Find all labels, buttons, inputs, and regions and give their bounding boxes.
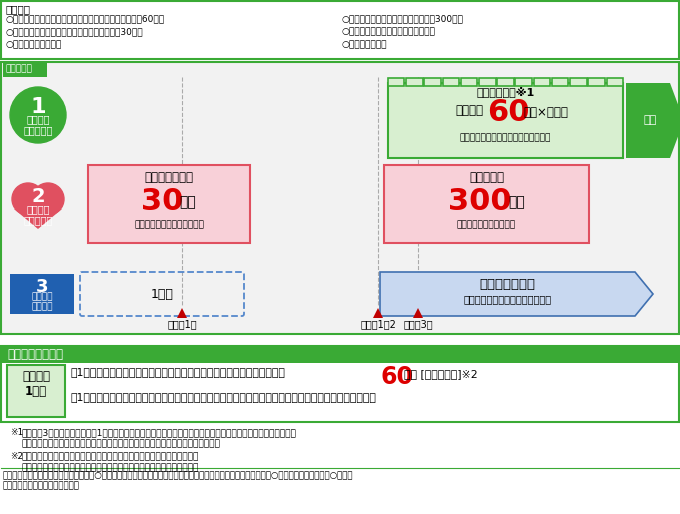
Bar: [1, 1, 679, 59]
Bar: [534, 78, 550, 86]
Bar: [424, 78, 441, 86]
Text: 2: 2: [31, 187, 45, 206]
Text: 1年間: 1年間: [150, 287, 173, 301]
Text: 1: 1: [30, 97, 46, 117]
Text: 第1回の介護終身年金をお支払いした後にお亡くなりになった場合・・・死亡給付金はお支払いしません: 第1回の介護終身年金をお支払いした後にお亡くなりになった場合・・・死亡給付金はお…: [70, 392, 376, 402]
Text: ○介護一時金保障特約：介護一時金額300万円: ○介護一時金保障特約：介護一時金額300万円: [342, 14, 464, 23]
Bar: [497, 78, 513, 86]
Text: 介護終身年金※1: 介護終身年金※1: [477, 86, 534, 97]
Text: 死亡保障
1倍型: 死亡保障 1倍型: [22, 370, 50, 398]
Text: 要介護1～: 要介護1～: [167, 319, 197, 329]
Bar: [88, 165, 250, 243]
Bar: [1, 346, 679, 422]
Polygon shape: [413, 308, 423, 318]
Text: 万円: 万円: [179, 195, 196, 209]
Bar: [588, 78, 605, 86]
Bar: [552, 78, 568, 86]
Text: （介護一時金保障特約）: （介護一時金保障特約）: [457, 220, 516, 229]
Text: ○介護終身年金保障保険（主契約）：介護終身年金年額60万円: ○介護終身年金保障保険（主契約）：介護終身年金年額60万円: [6, 14, 165, 23]
Text: 主契約の死亡保障: 主契約の死亡保障: [7, 348, 63, 361]
Bar: [388, 83, 623, 158]
Bar: [1, 62, 679, 334]
Text: ○軽度介護一時金保障特約：軽度介護一時金額30万円: ○軽度介護一時金保障特約：軽度介護一時金額30万円: [6, 27, 143, 36]
Polygon shape: [177, 308, 187, 318]
Text: 300: 300: [449, 187, 512, 216]
Bar: [461, 78, 477, 86]
Text: 万円×一生涯: 万円×一生涯: [524, 106, 568, 119]
Circle shape: [10, 87, 66, 143]
Bar: [443, 78, 459, 86]
Polygon shape: [380, 272, 653, 316]
Bar: [388, 78, 405, 86]
Text: ご契約例: ご契約例: [6, 4, 31, 14]
Polygon shape: [626, 83, 680, 158]
Bar: [479, 78, 496, 86]
Circle shape: [32, 183, 64, 215]
Text: ○代理請求特約：付加: ○代理請求特約：付加: [6, 40, 63, 49]
Text: （介護終身年金保障保険（主契約））: （介護終身年金保障保険（主契約））: [460, 133, 551, 142]
Text: 保険料払込免除: 保険料払込免除: [479, 278, 536, 291]
Text: 3: 3: [36, 278, 48, 296]
Text: 死亡給付金をお支払いした場合、以後の介護終身年金はお支払いしません: 死亡給付金をお支払いした場合、以後の介護終身年金はお支払いしません: [22, 452, 199, 461]
Text: （軽度介護保険料払込免除特約）: （軽度介護保険料払込免除特約）: [464, 294, 551, 304]
Text: （軽度介護一時金保障特約）: （軽度介護一時金保障特約）: [134, 220, 204, 229]
Text: 30: 30: [141, 187, 184, 216]
Text: ○軽度介護保険料払込免除特約：付加: ○軽度介護保険料払込免除特約：付加: [342, 27, 436, 36]
Text: 第1回の介護終身年金をお支払いする前にお亡くなりになった場合・・・: 第1回の介護終身年金をお支払いする前にお亡くなりになった場合・・・: [70, 367, 285, 377]
Bar: [7, 365, 65, 417]
Text: 注「公的介護保険制度に基づき、要介護○の状態に該当すると認定され、その認定が効力を生じた」ことを「要介護○」と表記しています（○には要: 注「公的介護保険制度に基づき、要介護○の状態に該当すると認定され、その認定が効力…: [3, 471, 354, 480]
Bar: [607, 78, 623, 86]
Text: 年金年額: 年金年額: [456, 104, 483, 117]
Text: イメージ図: イメージ図: [5, 64, 32, 73]
Text: また、払込まれた保険料の累計額が介護終身年金の合計額を上回ることがあります: また、払込まれた保険料の累計額が介護終身年金の合計額を上回ることがあります: [22, 439, 221, 448]
Text: 保険料の
払込免除: 保険料の 払込免除: [31, 292, 53, 311]
Bar: [10, 274, 74, 314]
Bar: [3, 63, 47, 77]
Bar: [384, 165, 589, 243]
Text: 万円 [死亡給付金]※2: 万円 [死亡給付金]※2: [404, 369, 477, 379]
Text: 一時的に
必要な費用: 一時的に 必要な費用: [23, 204, 52, 226]
Text: 万円: 万円: [509, 195, 525, 209]
Text: また、払込まれた保険料の累計額が死亡給付金額を上回ることがあります: また、払込まれた保険料の累計額が死亡給付金額を上回ることがあります: [22, 463, 199, 472]
Text: ※2: ※2: [10, 452, 23, 461]
Circle shape: [12, 183, 44, 215]
Text: 要介護1・2: 要介護1・2: [360, 319, 396, 329]
Bar: [570, 78, 587, 86]
Text: 軽度介護一時金: 軽度介護一時金: [144, 171, 194, 184]
Text: 60: 60: [380, 365, 413, 389]
Text: 「要介護3」以上に該当し、第1回の介護終身年金をお支払いした場合、その後の保険料のお払込みは不要です。: 「要介護3」以上に該当し、第1回の介護終身年金をお支払いした場合、その後の保険料…: [22, 428, 297, 437]
Text: ※1: ※1: [10, 428, 23, 437]
Text: 要介護3～: 要介護3～: [403, 319, 432, 329]
Text: 介護状態区分を示す数字を記載）: 介護状態区分を示す数字を記載）: [3, 481, 80, 490]
Text: 60: 60: [488, 98, 530, 127]
Text: 介護一時金: 介護一時金: [469, 171, 504, 184]
Polygon shape: [373, 308, 383, 318]
Text: 継続的に
必要な費用: 継続的に 必要な費用: [23, 114, 52, 136]
Bar: [406, 78, 423, 86]
Bar: [515, 78, 532, 86]
Bar: [1, 346, 679, 363]
Text: 終身: 終身: [643, 116, 657, 125]
Polygon shape: [14, 209, 62, 229]
Text: ○保険期間：終身: ○保険期間：終身: [342, 40, 388, 49]
